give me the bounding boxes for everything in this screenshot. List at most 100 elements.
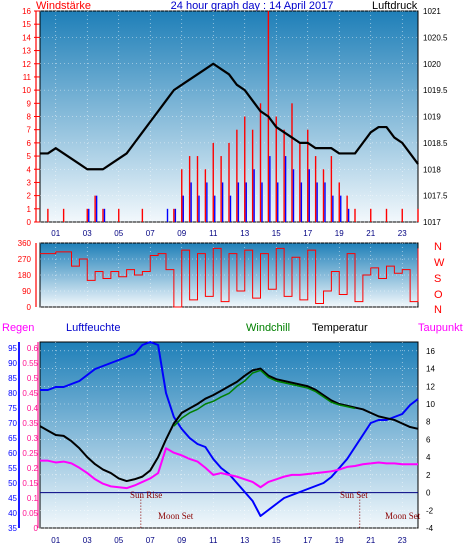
moon-set-label-2: Moon Set xyxy=(385,511,421,521)
rain-axis-tick-label: 0.55 xyxy=(22,359,38,368)
humidity-axis-tick-label: 75 xyxy=(8,404,17,413)
wind-axis-tick-label: 7 xyxy=(27,126,32,135)
wind-axis-tick-label: 11 xyxy=(23,73,32,82)
humidity-axis-tick-label: 50 xyxy=(8,479,17,488)
compass-label: N xyxy=(434,304,442,316)
title-date: 24 hour graph day : 14 April 2017 xyxy=(171,0,334,12)
wind-axis-tick-label: 3 xyxy=(27,178,32,187)
title-taupunkt: Taupunkt xyxy=(418,322,463,334)
humidity-axis-tick-label: 90 xyxy=(8,359,17,368)
x-tick-label: 17 xyxy=(303,229,312,238)
x-tick-label: 23 xyxy=(398,536,407,545)
temperature-axis-tick-label: 16 xyxy=(426,347,435,356)
wind-axis-tick-label: 6 xyxy=(27,139,32,148)
pressure-axis-tick-label: 1018 xyxy=(423,165,441,174)
x-tick-label: 11 xyxy=(209,229,218,238)
pressure-line xyxy=(40,62,419,171)
wind-axis-tick-label: 14 xyxy=(22,33,31,42)
pressure-axis-tick-label: 1020 xyxy=(423,60,441,69)
x-tick-label: 03 xyxy=(83,229,92,238)
wind-axis-tick-label: 10 xyxy=(22,86,31,95)
humidity-axis-tick-label: 45 xyxy=(8,494,17,503)
direction-axis-tick-label: 180 xyxy=(18,271,32,280)
rain-axis-tick-label: 0.15 xyxy=(22,479,38,488)
rain-axis-tick-label: 0.25 xyxy=(22,449,38,458)
temperature-axis-tick-label: 10 xyxy=(426,400,435,409)
sun-rise-label: Sun Rise xyxy=(130,490,162,500)
x-tick-label: 13 xyxy=(240,229,249,238)
direction-axis-tick-label: 90 xyxy=(22,287,31,296)
wind-axis-tick-label: 2 xyxy=(27,192,32,201)
compass-label: N xyxy=(434,241,442,253)
temperature-axis-tick-label: 2 xyxy=(426,471,431,480)
temp-humidity-plot-area xyxy=(39,341,419,529)
rain-axis-tick-label: 0.45 xyxy=(22,389,38,398)
x-tick-label: 05 xyxy=(114,536,123,545)
x-tick-label: 01 xyxy=(51,536,60,545)
wind-axis-tick-label: 0 xyxy=(27,218,32,227)
rain-axis-tick-label: 0 xyxy=(34,524,39,533)
humidity-axis-tick-label: 95 xyxy=(8,344,17,353)
x-tick-label: 01 xyxy=(51,229,60,238)
rain-axis-tick-label: 0.5 xyxy=(27,374,39,383)
wind-direction-line xyxy=(40,247,419,308)
humidity-axis-tick-label: 85 xyxy=(8,374,17,383)
wind-axis-tick-label: 15 xyxy=(22,20,31,29)
title-luftdruck: Luftdruck xyxy=(372,0,418,12)
x-tick-label: 07 xyxy=(146,536,155,545)
temperature-axis-tick-label: -2 xyxy=(426,506,434,515)
rain-axis-tick-label: 0.3 xyxy=(27,434,39,443)
x-tick-label: 21 xyxy=(366,229,375,238)
x-tick-label: 05 xyxy=(114,229,123,238)
x-tick-label: 19 xyxy=(335,536,344,545)
marks-layer xyxy=(39,11,419,528)
windchill-line xyxy=(173,369,356,427)
axes-layer: 0101030305050707090911111313151517171919… xyxy=(8,7,448,545)
pressure-axis-tick-label: 1021 xyxy=(423,7,441,16)
moon-set-label-1: Moon Set xyxy=(158,511,194,521)
x-tick-label: 03 xyxy=(83,536,92,545)
humidity-axis-tick-label: 60 xyxy=(8,449,17,458)
compass-label: W xyxy=(434,257,445,269)
humidity-axis-tick-label: 65 xyxy=(8,434,17,443)
wind-axis-tick-label: 16 xyxy=(22,7,31,16)
wind-axis-tick-label: 4 xyxy=(27,165,32,174)
x-tick-label: 13 xyxy=(240,536,249,545)
x-tick-label: 21 xyxy=(366,536,375,545)
x-tick-label: 17 xyxy=(303,536,312,545)
direction-axis-tick-label: 360 xyxy=(18,239,32,248)
wind-axis-tick-label: 1 xyxy=(27,205,32,214)
humidity-axis-tick-label: 80 xyxy=(8,389,17,398)
title-luftfeuchte: Luftfeuchte xyxy=(66,322,120,334)
x-tick-label: 11 xyxy=(209,536,218,545)
temperature-axis-tick-label: 12 xyxy=(426,382,435,391)
pressure-axis-tick-label: 1018.5 xyxy=(423,139,448,148)
rain-axis-tick-label: 0.1 xyxy=(27,494,39,503)
compass-label: O xyxy=(434,289,443,301)
rain-axis-tick-label: 0.6 xyxy=(27,344,39,353)
pressure-axis-tick-label: 1020.5 xyxy=(423,33,448,42)
pressure-axis-tick-label: 1017.5 xyxy=(423,192,448,201)
wind-axis-tick-label: 5 xyxy=(27,152,32,161)
rain-axis-tick-label: 0.05 xyxy=(22,509,38,518)
pressure-axis-tick-label: 1019.5 xyxy=(423,86,448,95)
wind-axis-tick-label: 12 xyxy=(22,60,31,69)
dewpoint-line xyxy=(40,447,418,490)
wind-axis-tick-label: 9 xyxy=(27,99,32,108)
compass-labels: N W S O N xyxy=(434,241,445,316)
title-temperatur: Temperatur xyxy=(312,322,368,334)
pressure-axis-tick-label: 1017 xyxy=(423,218,441,227)
wind-axis-tick-label: 8 xyxy=(27,113,32,122)
direction-axis-tick-label: 270 xyxy=(18,255,32,264)
temperature-axis-tick-label: 0 xyxy=(426,489,431,498)
rain-axis-tick-label: 0.4 xyxy=(27,404,39,413)
title-windchill: Windchill xyxy=(246,322,290,334)
rain-axis-tick-label: 0.35 xyxy=(22,419,38,428)
humidity-axis-tick-label: 55 xyxy=(8,464,17,473)
humidity-axis-tick-label: 35 xyxy=(8,524,17,533)
x-tick-label: 09 xyxy=(177,536,186,545)
wind-axis-tick-label: 13 xyxy=(22,47,31,56)
temperature-line xyxy=(39,367,419,483)
x-tick-label: 15 xyxy=(272,536,281,545)
